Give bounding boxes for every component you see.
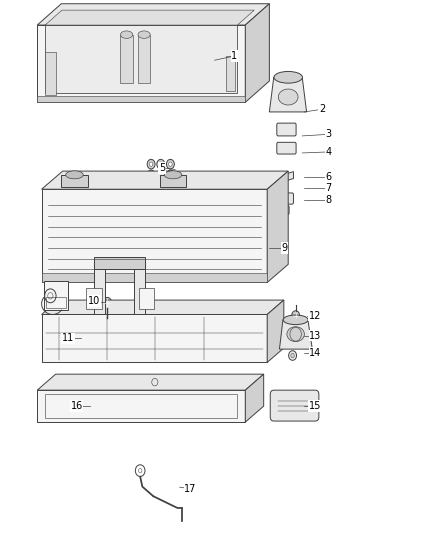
Text: 8: 8	[325, 195, 332, 205]
Circle shape	[289, 351, 297, 360]
Text: 14: 14	[309, 348, 321, 358]
FancyBboxPatch shape	[274, 206, 289, 214]
Text: 3: 3	[325, 130, 332, 139]
Polygon shape	[269, 77, 307, 112]
Bar	[86, 288, 102, 309]
Bar	[120, 35, 133, 83]
Bar	[42, 273, 267, 282]
Text: 10: 10	[88, 296, 100, 306]
Polygon shape	[267, 172, 293, 186]
Ellipse shape	[274, 71, 302, 83]
Bar	[139, 288, 154, 309]
Circle shape	[147, 159, 155, 169]
Bar	[134, 259, 145, 314]
Polygon shape	[245, 4, 269, 102]
Text: 16: 16	[71, 401, 83, 411]
Polygon shape	[279, 320, 312, 349]
Ellipse shape	[279, 89, 298, 105]
Bar	[45, 25, 237, 93]
Text: 7: 7	[325, 183, 332, 192]
Polygon shape	[267, 300, 284, 362]
Ellipse shape	[120, 31, 133, 38]
Bar	[160, 175, 186, 187]
Ellipse shape	[270, 177, 277, 187]
Bar	[94, 257, 145, 269]
Bar	[42, 189, 267, 282]
Ellipse shape	[164, 171, 182, 179]
Circle shape	[169, 162, 172, 166]
Ellipse shape	[287, 327, 304, 342]
Text: 12: 12	[309, 311, 321, 320]
Polygon shape	[45, 10, 254, 25]
Bar	[45, 394, 237, 418]
Polygon shape	[37, 374, 264, 390]
Text: 9: 9	[282, 243, 288, 253]
Bar	[61, 175, 88, 187]
FancyBboxPatch shape	[277, 123, 296, 136]
Text: 15: 15	[309, 401, 321, 411]
Bar	[42, 314, 267, 362]
Text: 1: 1	[231, 51, 237, 61]
Circle shape	[147, 170, 155, 180]
Ellipse shape	[138, 31, 150, 38]
Circle shape	[149, 173, 153, 177]
Polygon shape	[245, 374, 264, 422]
Bar	[44, 281, 68, 310]
Polygon shape	[42, 171, 288, 189]
Text: 2: 2	[319, 104, 325, 114]
Circle shape	[157, 159, 165, 169]
Circle shape	[166, 159, 174, 169]
Text: 17: 17	[184, 484, 197, 494]
FancyBboxPatch shape	[270, 390, 319, 421]
Polygon shape	[267, 171, 288, 282]
Ellipse shape	[66, 171, 83, 179]
Bar	[37, 25, 245, 102]
Bar	[226, 56, 235, 91]
Circle shape	[159, 162, 162, 166]
Circle shape	[166, 170, 174, 180]
Ellipse shape	[283, 315, 308, 325]
Circle shape	[149, 162, 153, 166]
Circle shape	[157, 170, 165, 180]
FancyBboxPatch shape	[272, 193, 293, 204]
Bar	[46, 297, 66, 308]
Text: 5: 5	[159, 163, 165, 173]
Text: 4: 4	[325, 147, 332, 157]
Polygon shape	[37, 4, 269, 25]
Bar	[138, 35, 150, 83]
Text: 13: 13	[309, 331, 321, 341]
FancyBboxPatch shape	[277, 142, 296, 154]
Circle shape	[103, 297, 112, 308]
Circle shape	[169, 173, 172, 177]
Polygon shape	[42, 300, 284, 314]
Bar	[37, 96, 245, 102]
Bar	[94, 259, 105, 314]
Circle shape	[159, 173, 162, 177]
Bar	[45, 52, 56, 95]
Bar	[37, 390, 245, 422]
Circle shape	[291, 353, 294, 358]
Text: 11: 11	[62, 334, 74, 343]
Text: 6: 6	[325, 172, 332, 182]
Circle shape	[292, 311, 300, 320]
